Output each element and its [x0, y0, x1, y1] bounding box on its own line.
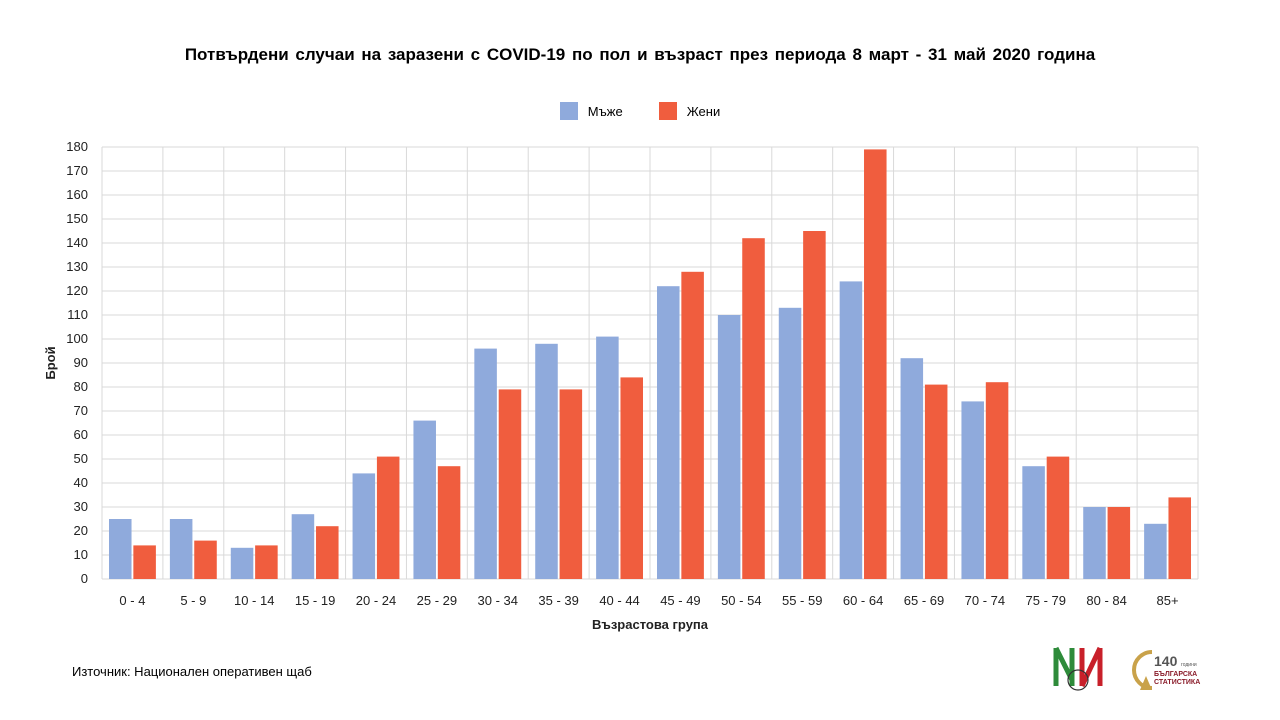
bar-men	[535, 343, 558, 579]
bar-women	[437, 466, 461, 579]
bar-men	[839, 281, 863, 579]
y-tick-label: 130	[66, 259, 88, 274]
x-tick-label: 10 - 14	[234, 593, 274, 608]
y-tick-label: 100	[66, 331, 88, 346]
bar-men	[352, 473, 376, 579]
bar-women	[1168, 497, 1191, 579]
bar-women	[681, 271, 704, 579]
y-tick-label: 90	[74, 355, 88, 370]
legend-label-women: Жени	[686, 103, 721, 119]
y-tick-label: 160	[66, 187, 88, 202]
bar-men	[1144, 523, 1167, 579]
x-tick-label: 35 - 39	[538, 593, 578, 608]
bar-women	[864, 149, 887, 579]
x-tick-label: 25 - 29	[417, 593, 457, 608]
logo-badge-caption: години	[1181, 662, 1197, 668]
y-tick-label: 180	[66, 139, 88, 154]
y-tick-label: 170	[66, 163, 88, 178]
x-tick-label: 65 - 69	[904, 593, 944, 608]
logo-org-line2: СТАТИСТИКА	[1154, 679, 1200, 686]
x-tick-label: 60 - 64	[843, 593, 883, 608]
y-tick-label: 10	[74, 547, 88, 562]
x-tick-label: 50 - 54	[721, 593, 761, 608]
y-tick-label: 70	[74, 403, 88, 418]
bar-men	[109, 519, 132, 579]
bar-women	[1046, 456, 1070, 579]
chart-legend: Мъже Жени	[0, 102, 1280, 120]
legend-swatch-men	[559, 102, 578, 120]
source-note: Източник: Национален оперативен щаб	[72, 664, 312, 679]
y-tick-label: 140	[66, 235, 88, 250]
legend-swatch-women	[658, 102, 677, 120]
y-tick-label: 150	[66, 211, 88, 226]
bar-women	[498, 389, 522, 579]
chart-title: Потвърдени случаи на заразени с COVID-19…	[184, 45, 1096, 64]
y-tick-label: 40	[74, 475, 88, 490]
legend-label-men: Мъже	[587, 103, 623, 119]
bar-women	[742, 238, 765, 579]
x-tick-label: 70 - 74	[965, 593, 1005, 608]
y-tick-label: 110	[67, 307, 88, 322]
x-tick-label: 15 - 19	[295, 593, 335, 608]
y-tick-label: 120	[66, 283, 88, 298]
logos: 140 години БЪЛГАРСКА СТАТИСТИКА	[1053, 646, 1200, 691]
bar-men	[1022, 466, 1045, 579]
bar-women	[924, 384, 948, 579]
x-tick-label: 80 - 84	[1086, 593, 1126, 608]
bar-men	[413, 420, 436, 579]
x-tick-label: 40 - 44	[599, 593, 639, 608]
bar-women	[316, 526, 339, 579]
y-tick-label: 50	[74, 451, 88, 466]
x-tick-label: 45 - 49	[660, 593, 700, 608]
x-tick-label: 75 - 79	[1026, 593, 1066, 608]
bar-men	[230, 547, 254, 579]
legend-item-women: Жени	[658, 102, 721, 120]
bar-men	[717, 315, 741, 579]
y-tick-label: 30	[74, 499, 88, 514]
bar-men	[291, 514, 315, 579]
y-tick-label: 60	[74, 427, 88, 442]
logo-badge-number: 140	[1154, 653, 1178, 669]
bar-men	[961, 401, 984, 579]
bar-men	[657, 286, 680, 579]
y-tick-label: 80	[74, 379, 88, 394]
y-axis-title: Брой	[43, 346, 58, 379]
bar-women	[803, 231, 826, 579]
bar-women	[559, 389, 583, 579]
y-tick-label: 0	[81, 571, 88, 586]
x-tick-label: 85+	[1157, 593, 1179, 608]
bulgarian-statistics-140-logo: 140 години БЪЛГАРСКА СТАТИСТИКА	[1132, 650, 1200, 690]
logo-org-line1: БЪЛГАРСКА	[1154, 671, 1197, 678]
x-tick-label: 20 - 24	[356, 593, 396, 608]
bar-women	[255, 545, 278, 579]
y-tick-label: 20	[74, 523, 88, 538]
bar-women	[620, 377, 643, 579]
bar-women	[985, 382, 1009, 579]
bar-men	[778, 307, 802, 579]
bar-chart: 0 10 20 30 40 50 60 70 80 90 100 110 120 130 140 150 160…	[43, 139, 1199, 632]
bar-men	[1083, 507, 1106, 579]
bar-women	[376, 456, 400, 579]
x-axis-title: Възрастова група	[592, 617, 709, 632]
legend-item-men: Мъже	[559, 102, 623, 120]
bar-men	[596, 336, 619, 579]
x-tick-label: 30 - 34	[478, 593, 518, 608]
bar-women	[194, 540, 217, 579]
x-tick-label: 5 - 9	[180, 593, 206, 608]
x-tick-label: 0 - 4	[119, 593, 145, 608]
x-tick-label: 55 - 59	[782, 593, 822, 608]
bar-men	[900, 358, 924, 579]
nsi-logo	[1053, 646, 1103, 691]
bar-women	[133, 545, 156, 579]
bar-men	[474, 348, 497, 579]
bar-men	[169, 519, 193, 579]
bar-women	[1107, 507, 1131, 579]
